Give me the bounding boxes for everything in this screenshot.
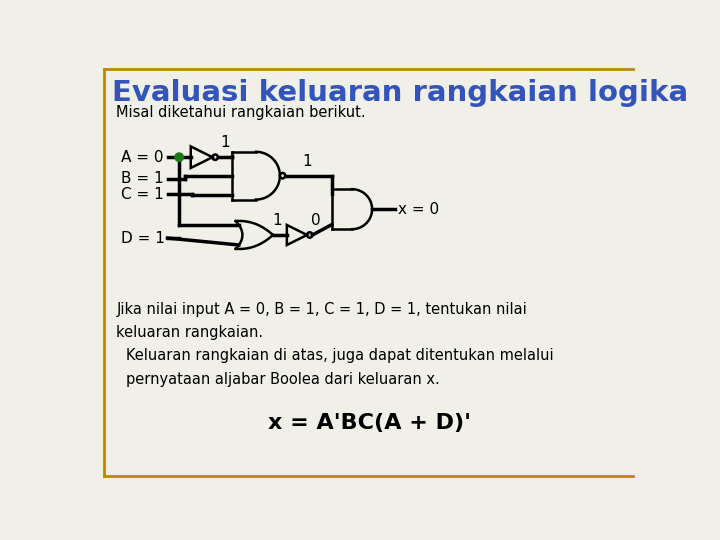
Text: D = 1: D = 1 (121, 231, 165, 246)
Text: Jika nilai input A = 0, B = 1, C = 1, D = 1, tentukan nilai
keluaran rangkaian.: Jika nilai input A = 0, B = 1, C = 1, D … (117, 302, 527, 340)
Text: 0: 0 (311, 213, 320, 228)
Text: x = A'BC(A + D)': x = A'BC(A + D)' (268, 413, 470, 433)
Text: A = 0: A = 0 (121, 150, 163, 165)
Circle shape (175, 153, 184, 161)
Text: 1: 1 (302, 154, 312, 168)
Text: 1: 1 (220, 135, 230, 150)
Text: x = 0: x = 0 (398, 201, 440, 217)
Text: Evaluasi keluaran rangkaian logika: Evaluasi keluaran rangkaian logika (112, 78, 688, 106)
Text: Keluaran rangkaian di atas, juga dapat ditentukan melalui
pernyataan aljabar Boo: Keluaran rangkaian di atas, juga dapat d… (126, 348, 553, 387)
Text: 1: 1 (272, 213, 282, 228)
Text: B = 1: B = 1 (121, 171, 163, 186)
Text: Misal diketahui rangkaian berikut.: Misal diketahui rangkaian berikut. (117, 105, 366, 120)
Text: C = 1: C = 1 (121, 187, 163, 201)
